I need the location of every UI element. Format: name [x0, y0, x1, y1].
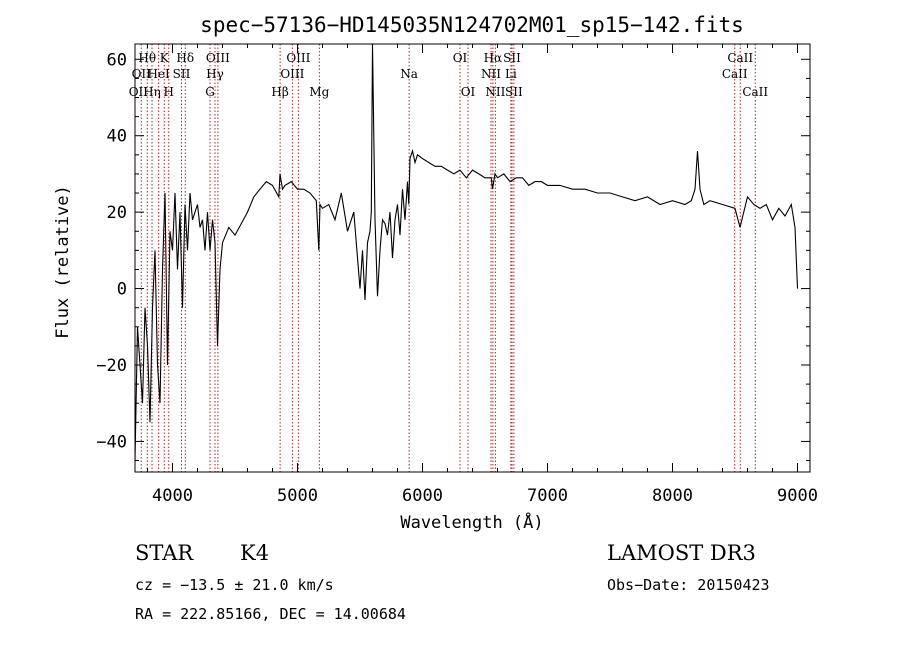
line-label: Mg [309, 85, 329, 99]
line-label: G [205, 85, 215, 99]
line-label: CaII [722, 67, 748, 81]
line-label: OIII [286, 51, 310, 65]
x-axis: 4000 5000 6000 7000 8000 9000 [147, 44, 818, 506]
plot-frame [134, 43, 811, 473]
line-label: SII [503, 51, 521, 65]
x-axis-label: Wavelength (Å) [400, 511, 543, 533]
y-tick-label: −40 [96, 432, 127, 452]
y-tick-label: 0 [117, 280, 127, 300]
line-label: K [160, 51, 170, 65]
x-tick-label: 4000 [152, 486, 193, 506]
x-tick-label: 7000 [527, 486, 568, 506]
y-tick-label: 60 [107, 50, 127, 70]
chart-title: spec−57136−HD145035N124702M01_sp15−142.f… [200, 13, 744, 37]
line-label: CaII [742, 85, 768, 99]
line-label: OIII [206, 51, 230, 65]
y-axis: −40 −20 0 20 40 60 [96, 50, 810, 462]
spectral-line-markers [140, 44, 756, 472]
line-label: Hγ [206, 67, 224, 81]
y-axis-label: Flux (relative) [53, 185, 73, 339]
object-subclass: K4 [240, 541, 269, 565]
line-label: NII [485, 85, 505, 99]
line-label: OII [132, 67, 152, 81]
line-label: Hδ [176, 51, 194, 65]
line-label: Na [400, 67, 418, 81]
line-label: HeI [147, 67, 170, 81]
x-tick-label: 6000 [402, 486, 443, 506]
coordinates: RA = 222.85166, DEC = 14.00684 [135, 605, 406, 623]
y-tick-label: −20 [96, 356, 127, 376]
line-label: OI [453, 51, 468, 65]
obs-date: Obs−Date: 20150423 [607, 576, 770, 594]
line-label: OIII [280, 67, 304, 81]
y-tick-label: 40 [107, 127, 127, 147]
line-label: Hα [484, 51, 503, 65]
line-label: OII [129, 85, 149, 99]
line-label: Hβ [271, 85, 288, 99]
y-tick-label: 20 [107, 203, 127, 223]
object-class: STAR [135, 541, 194, 565]
x-tick-label: 5000 [277, 486, 318, 506]
spectrum-line [134, 43, 799, 461]
survey-name: LAMOST DR3 [607, 541, 756, 565]
line-label: Hθ [138, 51, 156, 65]
x-tick-label: 9000 [777, 486, 818, 506]
line-label: H [164, 85, 174, 99]
line-label: Hη [143, 85, 161, 99]
redshift-cz: cz = −13.5 ± 21.0 km/s [135, 576, 334, 594]
line-label: CaII [727, 51, 753, 65]
x-tick-label: 8000 [652, 486, 693, 506]
line-label: OI [461, 85, 476, 99]
line-label: NII [481, 67, 501, 81]
line-label: Li [505, 67, 517, 81]
line-label: SII [505, 85, 523, 99]
line-label: SII [173, 67, 191, 81]
